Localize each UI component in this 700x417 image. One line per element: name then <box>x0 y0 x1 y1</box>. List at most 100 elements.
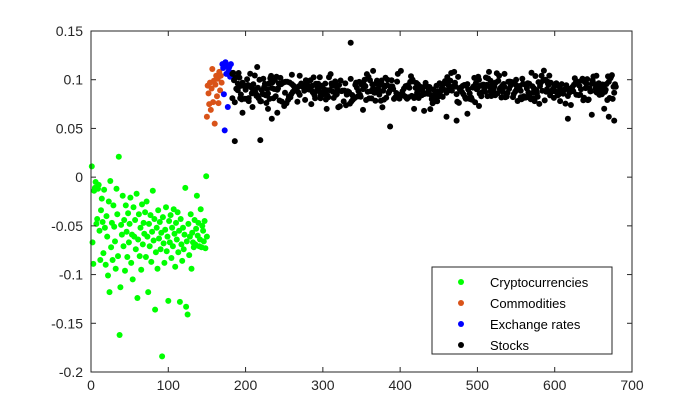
legend-label: Cryptocurrencies <box>490 275 589 290</box>
data-point-series-0 <box>90 260 97 267</box>
data-point-series-2 <box>221 127 228 134</box>
data-point-series-1 <box>203 113 210 120</box>
data-point-series-0 <box>146 243 153 250</box>
data-point-series-2 <box>227 61 234 68</box>
data-point-stocks <box>257 137 264 144</box>
data-point-series-0 <box>132 217 139 223</box>
data-point-stocks <box>236 74 243 81</box>
data-point-stocks <box>451 68 458 75</box>
data-point-stocks <box>265 105 271 112</box>
data-point-series-0 <box>97 257 104 263</box>
data-point-stocks <box>593 72 600 79</box>
legend-marker <box>458 321 464 327</box>
data-point-stocks <box>499 89 506 95</box>
data-point-stocks <box>265 90 271 97</box>
data-point-stocks <box>244 76 251 83</box>
data-point-stocks <box>608 72 615 79</box>
data-point-series-0 <box>164 233 171 240</box>
data-point-stocks <box>567 102 574 108</box>
data-point-stocks <box>584 76 591 83</box>
data-point-series-0 <box>143 198 150 205</box>
data-point-series-0 <box>152 249 159 256</box>
data-point-stocks <box>583 80 590 87</box>
data-point-series-0 <box>113 185 120 192</box>
data-point-series-0 <box>134 295 141 301</box>
data-point-series-0 <box>154 265 161 272</box>
data-point-stocks <box>443 113 450 120</box>
data-point-series-0 <box>96 227 103 234</box>
data-point-series-0 <box>173 219 179 226</box>
data-point-stocks <box>536 100 543 107</box>
data-point-stocks <box>379 81 386 88</box>
x-tick-label: 0 <box>87 377 95 393</box>
data-point-series-0 <box>144 233 151 240</box>
data-point-stocks <box>585 96 592 103</box>
data-point-series-0 <box>124 254 131 260</box>
legend-label: Commodities <box>490 296 566 311</box>
data-point-stocks <box>564 115 571 122</box>
data-point-series-0 <box>135 236 142 243</box>
data-point-series-0 <box>136 253 143 260</box>
data-point-series-0 <box>102 261 109 268</box>
data-point-series-0 <box>175 249 182 256</box>
data-point-stocks <box>421 107 428 114</box>
data-point-series-0 <box>159 214 166 221</box>
y-tick-label: 0.05 <box>56 120 83 136</box>
data-point-series-0 <box>202 245 209 252</box>
data-point-series-0 <box>203 173 210 180</box>
data-point-stocks <box>323 105 330 112</box>
data-point-series-0 <box>104 233 111 240</box>
data-point-stocks <box>455 73 462 80</box>
data-point-stocks <box>268 115 275 122</box>
data-point-stocks <box>296 91 303 98</box>
data-point-series-0 <box>122 267 128 274</box>
data-point-series-0 <box>107 178 114 184</box>
data-point-stocks <box>347 39 354 46</box>
data-point-stocks <box>272 93 279 100</box>
data-point-series-0 <box>155 207 162 214</box>
data-point-stocks <box>397 67 404 74</box>
data-point-series-0 <box>200 227 207 234</box>
data-point-stocks <box>411 105 418 112</box>
data-point-stocks <box>260 75 267 82</box>
data-point-series-0 <box>150 237 157 244</box>
data-point-series-0 <box>132 246 139 253</box>
data-point-stocks <box>388 77 395 84</box>
data-point-series-0 <box>166 218 173 224</box>
data-point-stocks <box>231 138 238 145</box>
data-point-stocks <box>317 95 324 102</box>
data-point-series-0 <box>203 233 210 240</box>
data-point-stocks <box>231 99 238 106</box>
data-point-stocks <box>557 98 564 105</box>
data-point-stocks <box>370 67 377 74</box>
data-point-series-1 <box>217 87 224 94</box>
data-point-series-0 <box>151 216 158 222</box>
data-point-stocks <box>376 91 383 98</box>
data-point-stocks <box>531 98 538 105</box>
data-point-stocks <box>342 80 349 87</box>
data-point-stocks <box>234 80 241 87</box>
data-point-series-0 <box>149 187 156 194</box>
data-point-stocks <box>250 81 257 88</box>
data-point-series-0 <box>148 258 155 265</box>
data-point-series-0 <box>145 289 152 296</box>
data-point-series-0 <box>120 243 127 250</box>
data-point-stocks <box>375 86 382 93</box>
data-point-series-0 <box>125 239 132 246</box>
data-point-stocks <box>281 103 288 109</box>
data-point-stocks <box>360 106 366 113</box>
data-point-stocks <box>258 98 264 105</box>
data-point-series-0 <box>100 250 107 257</box>
data-point-series-0 <box>174 209 181 216</box>
data-point-stocks <box>588 88 594 95</box>
data-point-stocks <box>325 94 332 101</box>
data-point-series-1 <box>214 93 220 100</box>
data-point-stocks <box>486 68 492 75</box>
data-point-series-0 <box>179 257 186 264</box>
y-tick-label: 0.1 <box>64 72 84 88</box>
data-point-series-0 <box>178 241 185 248</box>
data-point-series-0 <box>161 259 168 266</box>
y-tick-label: 0 <box>75 169 83 185</box>
data-point-stocks <box>406 84 413 91</box>
data-point-series-0 <box>188 265 195 272</box>
